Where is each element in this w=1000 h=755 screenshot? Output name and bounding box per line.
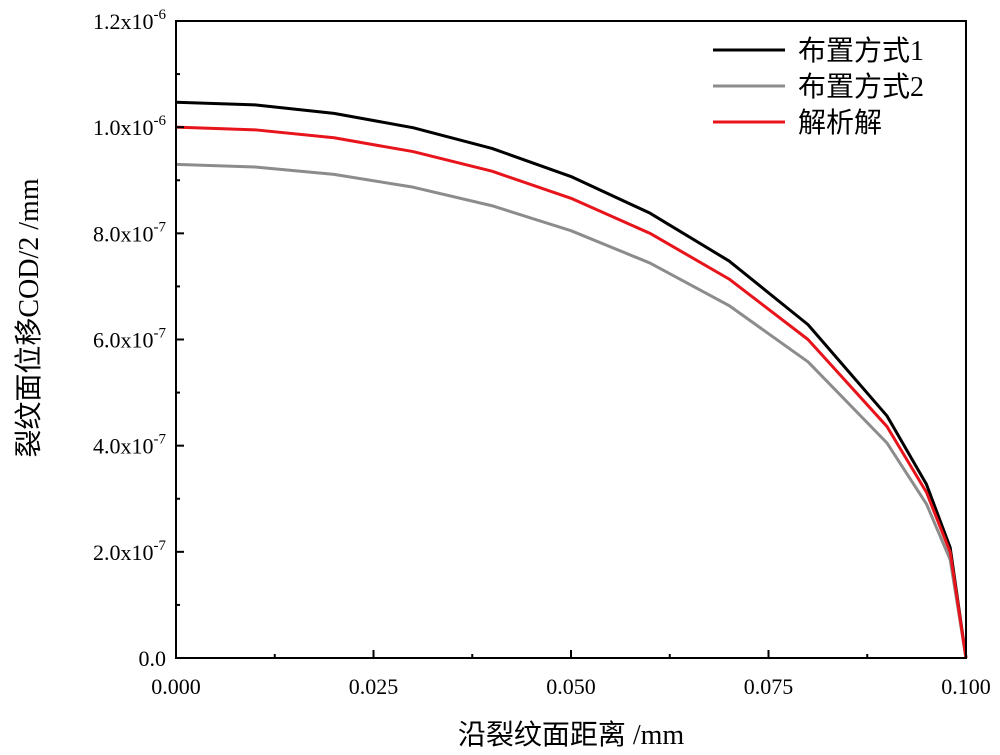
x-tick-label: 0.025 (349, 674, 399, 699)
y-tick-label: 1.0x10-6 (93, 113, 166, 140)
y-tick-label: 8.0x10-7 (93, 219, 166, 246)
x-tick-label: 0.050 (546, 674, 596, 699)
legend-label-1: 布置方式1 (798, 35, 924, 67)
y-tick-label: 4.0x10-7 (93, 432, 166, 459)
legend-label-2: 布置方式2 (798, 71, 924, 103)
series-line-1 (175, 100, 968, 659)
x-tick-label: 0.000 (151, 674, 201, 699)
series-lines (175, 100, 968, 659)
legend-label-3: 解析解 (798, 107, 882, 139)
legend: 布置方式1 布置方式2 解析解 (713, 35, 924, 139)
axis-ticks: 0.000 0.025 0.050 0.075 0.100 0.0 2.0x10-7 4.0x… (93, 7, 991, 699)
x-tick-label: 0.075 (744, 674, 794, 699)
series-line-2 (175, 162, 968, 659)
y-tick-label: 2.0x10-7 (93, 538, 166, 565)
y-tick-label: 0.0 (139, 646, 167, 671)
y-tick-label: 6.0x10-7 (93, 326, 166, 353)
x-axis-title: 沿裂纹面距离 /mm (458, 719, 685, 751)
x-tick-label: 0.100 (941, 674, 991, 699)
series-line-3 (175, 125, 968, 659)
y-tick-label: 1.2x10-6 (93, 7, 166, 34)
y-axis-title: 裂纹面位移COD/2 /mm (13, 178, 45, 457)
